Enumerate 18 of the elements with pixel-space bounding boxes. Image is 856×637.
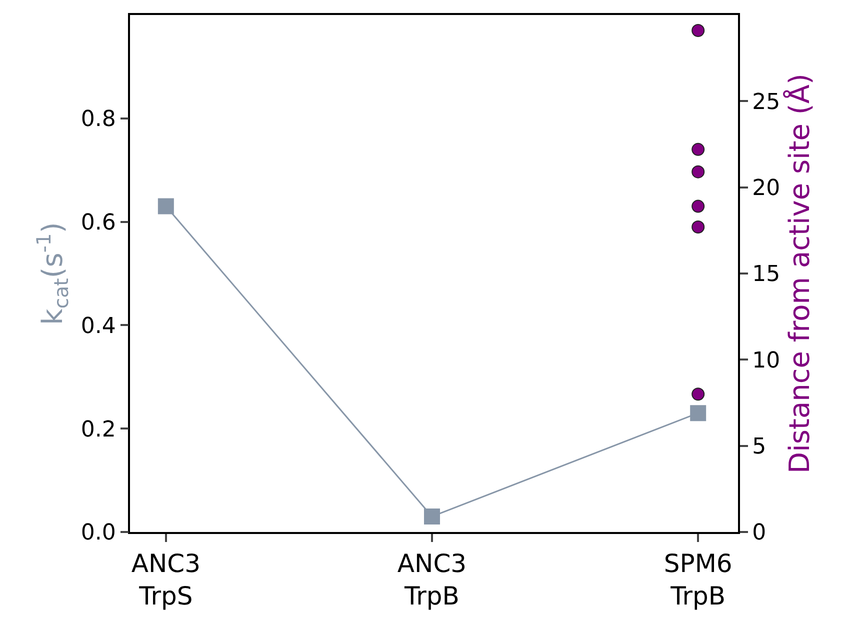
point (424, 508, 440, 524)
y-tick-label: 0.0 (80, 520, 116, 546)
y2-axis-title: Distance from active site (Å) (782, 74, 816, 474)
y2-tick-label: 0 (752, 520, 766, 546)
y2-tick-label: 5 (752, 434, 766, 460)
y2-tick-label: 15 (752, 262, 780, 288)
x-tick-label: ANC3 TrpB (397, 548, 467, 610)
y2-tick-label: 20 (752, 176, 780, 202)
y-tick-label: 0.4 (80, 314, 116, 339)
x-tick-label: SPM6 TrpB (664, 548, 732, 610)
y-tick-label: 0.8 (80, 107, 116, 132)
x-tick-label: ANC3 TrpS (131, 548, 201, 610)
y-tick-label: 0.6 (80, 210, 116, 236)
y-tick-label: 0.2 (80, 417, 116, 442)
y2-tick-label: 10 (752, 348, 780, 374)
point (690, 405, 706, 422)
y2-tick-label: 25 (752, 90, 780, 115)
point (158, 198, 174, 214)
